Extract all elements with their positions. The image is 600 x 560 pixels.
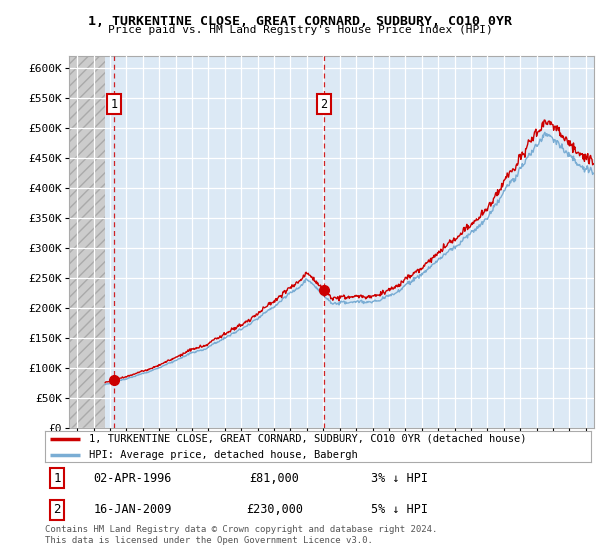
- Text: 1: 1: [110, 97, 118, 110]
- Text: 3% ↓ HPI: 3% ↓ HPI: [371, 472, 428, 485]
- Text: 2: 2: [53, 503, 61, 516]
- Text: 1, TURKENTINE CLOSE, GREAT CORNARD, SUDBURY, CO10 0YR: 1, TURKENTINE CLOSE, GREAT CORNARD, SUDB…: [88, 15, 512, 27]
- Text: 1, TURKENTINE CLOSE, GREAT CORNARD, SUDBURY, CO10 0YR (detached house): 1, TURKENTINE CLOSE, GREAT CORNARD, SUDB…: [89, 433, 526, 444]
- Text: 16-JAN-2009: 16-JAN-2009: [93, 503, 172, 516]
- Text: £81,000: £81,000: [250, 472, 299, 485]
- Bar: [69, 56, 105, 428]
- Text: £230,000: £230,000: [246, 503, 303, 516]
- Text: Price paid vs. HM Land Registry's House Price Index (HPI): Price paid vs. HM Land Registry's House …: [107, 25, 493, 35]
- Text: HPI: Average price, detached house, Babergh: HPI: Average price, detached house, Babe…: [89, 450, 358, 460]
- Text: Contains HM Land Registry data © Crown copyright and database right 2024.
This d: Contains HM Land Registry data © Crown c…: [45, 525, 437, 545]
- Text: 2: 2: [320, 97, 328, 110]
- Text: 02-APR-1996: 02-APR-1996: [93, 472, 172, 485]
- Text: 1: 1: [53, 472, 61, 485]
- Text: 5% ↓ HPI: 5% ↓ HPI: [371, 503, 428, 516]
